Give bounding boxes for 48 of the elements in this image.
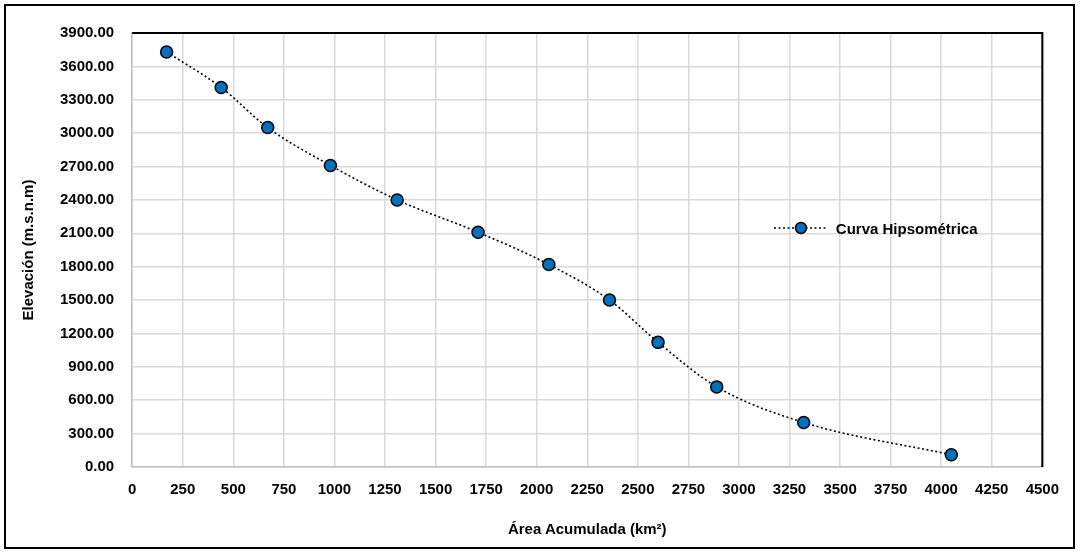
x-tick-label: 1750 [469, 480, 503, 498]
legend-label: Curva Hipsométrica [835, 219, 978, 237]
y-tick-label: 2700.00 [59, 156, 115, 174]
x-tick-label: 500 [220, 480, 246, 498]
point [796, 415, 811, 430]
y-tick-label: 3300.00 [59, 89, 115, 107]
point [709, 380, 724, 394]
point [602, 293, 617, 307]
x-tick-label: 4250 [975, 480, 1009, 498]
x-tick-label: 250 [170, 480, 196, 498]
x-tick-label: 4500 [1025, 480, 1059, 498]
y-tick-label: 1800.00 [59, 256, 115, 274]
point [542, 257, 556, 272]
point [323, 158, 338, 173]
point [944, 448, 959, 462]
y-tick-label: 3600.00 [59, 56, 115, 74]
y-tick-label: 300.00 [68, 423, 115, 441]
point [214, 80, 228, 95]
point [159, 45, 174, 59]
x-tick-label: 0 [128, 480, 137, 498]
x-tick-label: 2250 [570, 480, 604, 498]
x-axis-title: Área Acumulada (km²) [507, 520, 667, 538]
y-axis-title: Elevación (m.s.n.m) [19, 179, 37, 321]
y-tick-label: 3900.00 [59, 23, 115, 41]
x-tick-label: 2500 [621, 480, 655, 498]
x-tick-label: 1500 [418, 480, 453, 498]
y-tick-label: 2100.00 [59, 223, 115, 241]
y-tick-label: 3000.00 [59, 123, 115, 141]
y-tick-label: 600.00 [68, 390, 115, 408]
y-tick-label: 0.00 [85, 457, 115, 475]
x-tick-label: 750 [271, 480, 297, 498]
x-tick-label: 2750 [671, 480, 706, 498]
point [471, 225, 485, 239]
x-tick-label: 1250 [368, 480, 402, 498]
x-tick-label: 3500 [823, 480, 857, 498]
x-tick-label: 3000 [722, 480, 756, 498]
x-tick-label: 1000 [317, 480, 352, 498]
point [260, 120, 275, 135]
x-tick-label: 4000 [924, 480, 958, 498]
y-tick-label: 2400.00 [59, 190, 115, 208]
y-tick-label: 1500.00 [59, 290, 115, 308]
x-tick-label: 2000 [520, 480, 554, 498]
point [390, 193, 404, 207]
x-tick-label: 3250 [772, 480, 807, 498]
y-tick-label: 1200.00 [59, 323, 115, 341]
y-tick-label: 900.00 [68, 356, 115, 374]
x-tick-label: 3750 [873, 480, 908, 498]
point [651, 335, 665, 350]
